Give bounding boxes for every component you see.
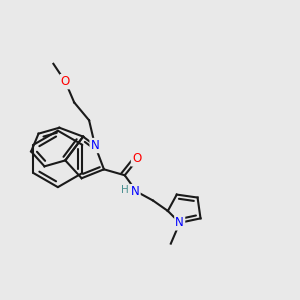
Text: O: O	[132, 152, 141, 165]
Text: N: N	[131, 185, 140, 198]
Text: O: O	[61, 75, 70, 88]
Text: N: N	[175, 216, 184, 229]
Text: H: H	[122, 185, 129, 195]
Text: N: N	[91, 139, 99, 152]
